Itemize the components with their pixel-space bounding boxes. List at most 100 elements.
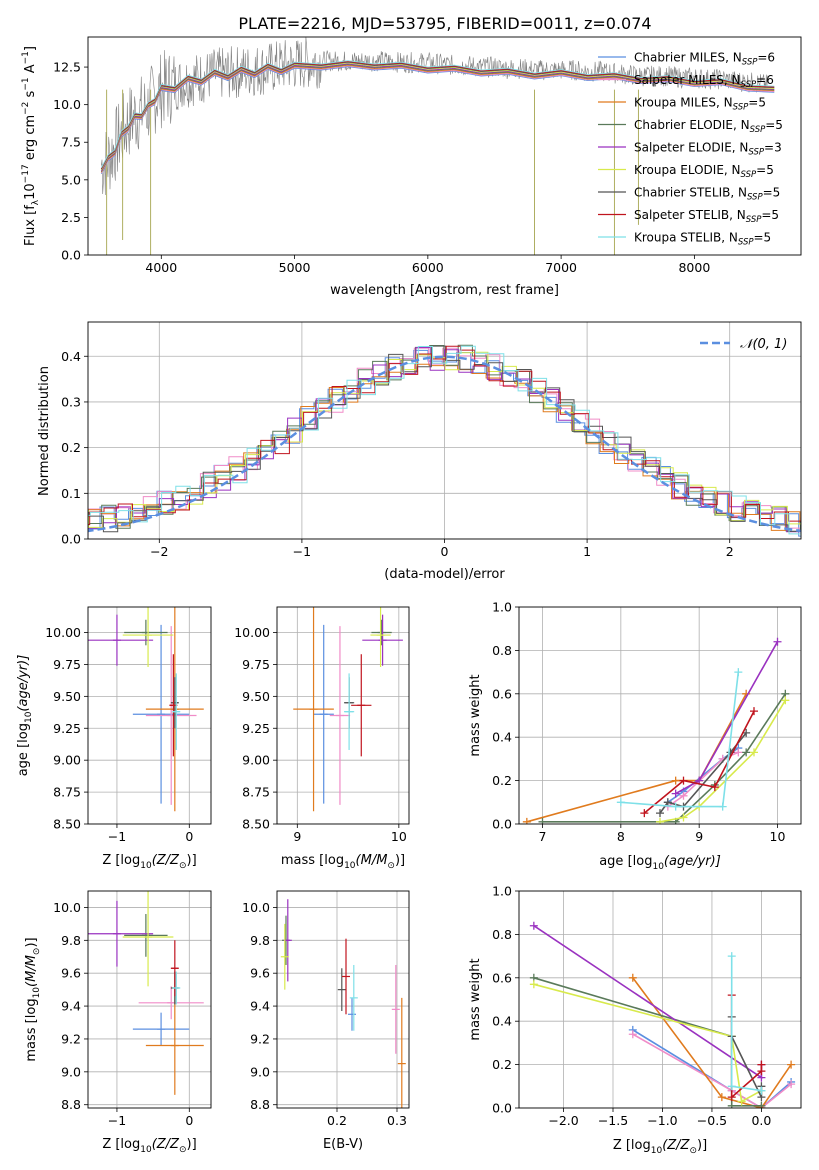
legend-tail: =5 — [761, 208, 779, 222]
y-axis-label: age [log10(age/yr)] — [16, 655, 34, 777]
label-part: Z [log — [102, 853, 140, 868]
axes-frame — [276, 890, 410, 1109]
y-tick-label: 8.8 — [250, 1097, 270, 1112]
legend-tail: =5 — [756, 163, 774, 177]
label-part: s — [23, 90, 38, 101]
legend-main: Salpeter ELODIE, N — [634, 141, 748, 155]
x-axis-label: E(B-V) — [323, 1137, 363, 1152]
x-axis-label: Z [log10(Z/Z⊙)] — [102, 1137, 196, 1155]
y-tick-label: 2.5 — [61, 210, 81, 225]
x-tick-label: 7 — [539, 829, 547, 844]
label-part: Flux [f — [23, 205, 38, 246]
legend-main: Chabrier MILES, N — [634, 51, 742, 65]
weight-marker — [529, 980, 538, 989]
model-spectrum-line — [100, 60, 775, 169]
label-part: 10 — [140, 1145, 152, 1155]
residual-histogram — [88, 349, 801, 537]
x-axis-label: Z [log10(Z/Z⊙)] — [613, 1138, 707, 1156]
legend-tail: =5 — [748, 96, 766, 110]
observed-spectrum-line — [101, 37, 768, 196]
label-part: age [log — [16, 723, 31, 776]
plot-area — [88, 607, 211, 824]
weight-marker — [529, 921, 538, 930]
weight-marker — [734, 668, 743, 677]
y-tick-label: 9.00 — [53, 753, 81, 768]
x-tick-label: 1 — [583, 544, 591, 559]
weight-marker — [522, 817, 531, 824]
y-tick-label: 0.4 — [61, 349, 81, 364]
y-tick-label: 9.25 — [53, 721, 81, 736]
residual-histogram — [88, 345, 801, 533]
x-axis-label: Z [log10(Z/Z⊙)] — [102, 853, 196, 871]
x-tick-label: 0.2 — [327, 1113, 347, 1128]
weight-marker — [671, 802, 680, 811]
y-tick-label: 0.2 — [492, 773, 512, 788]
residual-histogram — [88, 347, 801, 536]
weight-marker — [727, 1082, 736, 1091]
x-tick-label: 2 — [726, 544, 734, 559]
x-tick-label: −1 — [108, 829, 126, 844]
residual-histogram — [88, 345, 801, 535]
plot-area — [88, 322, 801, 539]
x-tick-label: 0 — [185, 829, 193, 844]
plot-area — [519, 607, 801, 824]
y-tick-label: 10.0 — [242, 900, 270, 915]
y-tick-label: 0.1 — [61, 486, 81, 501]
x-tick-label: −1.5 — [598, 1113, 628, 1128]
plot-area — [88, 891, 211, 1108]
weight-marker — [727, 1101, 736, 1108]
x-tick-label: 7000 — [545, 260, 577, 275]
legend-main: Kroupa STELIB, N — [634, 231, 738, 245]
weight-marker — [750, 707, 758, 716]
axes-frame — [87, 606, 212, 825]
label-part: (age/yr)] — [16, 655, 31, 712]
x-tick-label: 9 — [293, 829, 301, 844]
label-part: (M/M — [24, 955, 39, 987]
y-tick-label: 0.2 — [61, 440, 81, 455]
x-tick-label: 4000 — [145, 260, 177, 275]
x-tick-label: 8 — [617, 829, 625, 844]
weight-line — [533, 925, 763, 1080]
label-part: ] — [23, 46, 38, 51]
residual-histogram — [88, 344, 801, 532]
legend-entry: Kroupa ELODIE, NSSP=5 — [634, 163, 774, 180]
x-tick-label: 10 — [770, 829, 786, 844]
label-part: ⊙ — [179, 861, 187, 871]
weight-marker — [781, 696, 790, 705]
y-tick-label: 5.0 — [61, 172, 81, 187]
label-part: mass [log — [281, 853, 344, 868]
y-tick-label: 0.0 — [492, 1101, 512, 1116]
x-axis-label: mass [log10(M/M⊙)] — [281, 853, 405, 871]
x-tick-label: 9 — [695, 829, 703, 844]
weight-marker — [538, 817, 547, 824]
y-tick-label: 8.8 — [61, 1097, 81, 1112]
label-part: )] — [395, 853, 405, 868]
y-tick-label: 9.4 — [61, 999, 81, 1014]
x-tick-label: 0.0 — [751, 1113, 771, 1128]
label-part: 10 — [140, 861, 152, 871]
label-part: ⊙ — [689, 1146, 697, 1156]
weight-marker — [734, 748, 743, 757]
y-tick-label: 1.0 — [492, 884, 512, 899]
weight-marker — [640, 809, 649, 818]
legend-main: Kroupa ELODIE, N — [634, 163, 741, 177]
weight-line — [533, 983, 762, 1103]
mass-vs-metallicity-panel: −1 08.89.09.29.49.69.810.0Z [log10(Z/Z⊙)]… — [24, 890, 212, 1155]
y-tick-label: 9.50 — [53, 689, 81, 704]
y-tick-label: 9.4 — [250, 999, 270, 1014]
legend-main: Salpeter MILES, N — [634, 73, 741, 87]
y-tick-label: 9.8 — [250, 933, 270, 948]
legend-entry: Salpeter ELODIE, NSSP=3 — [634, 141, 782, 158]
label-part: )] — [187, 853, 197, 868]
y-tick-label: 9.2 — [61, 1031, 81, 1046]
legend-tail: =6 — [756, 73, 774, 87]
spectrum-panel: 4000 5000 6000 7000 8000 0.0 2.5 5.0 7.5 10.0 12.5… — [21, 36, 802, 298]
y-tick-label: 0.3 — [61, 394, 81, 409]
y-tick-label: 0.6 — [492, 970, 512, 985]
weight-marker — [787, 1080, 796, 1089]
label-part: )] — [24, 937, 39, 947]
weight-vs-metallicity-panel: −2.0 −1.5 −1.0 −0.5 0.0 0.0 0.2 0.4 0.6 0.8 1.0 mas… — [468, 884, 802, 1156]
weight-marker — [757, 1101, 766, 1108]
legend-sub: SSP — [741, 80, 757, 90]
plot-area — [277, 607, 409, 824]
